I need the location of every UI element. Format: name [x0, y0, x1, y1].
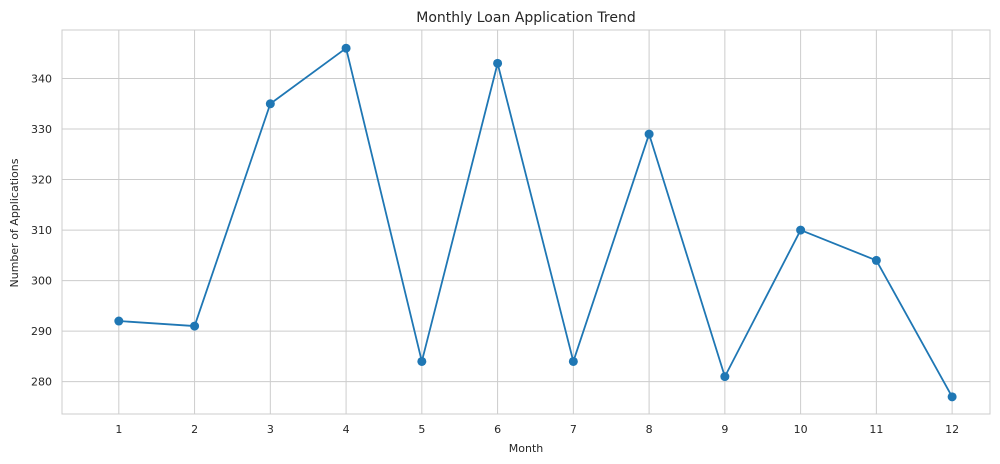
- data-point: [947, 392, 957, 402]
- x-tick-label: 6: [494, 423, 501, 436]
- x-tick-label: 12: [945, 423, 959, 436]
- data-point: [568, 356, 578, 366]
- x-tick-label: 10: [794, 423, 808, 436]
- data-point: [190, 321, 200, 331]
- data-point: [341, 43, 351, 53]
- data-point: [644, 129, 654, 139]
- data-point: [796, 225, 806, 235]
- y-tick-label: 300: [31, 275, 52, 288]
- data-point: [265, 99, 275, 109]
- x-axis-label: Month: [509, 442, 544, 455]
- x-tick-label: 4: [343, 423, 350, 436]
- plot-frame: [61, 29, 991, 415]
- x-tick-label: 9: [721, 423, 728, 436]
- x-tick-label: 11: [869, 423, 883, 436]
- y-axis-label: Number of Applications: [8, 158, 21, 287]
- data-point: [720, 372, 730, 382]
- y-tick-labels: 280 290 300 310 320 330 340: [31, 73, 52, 389]
- y-tick-label: 330: [31, 123, 52, 136]
- chart-title: Monthly Loan Application Trend: [416, 10, 636, 26]
- x-tick-label: 7: [570, 423, 577, 436]
- series-layer: [114, 43, 957, 402]
- data-point: [871, 255, 881, 265]
- y-tick-label: 320: [31, 174, 52, 187]
- y-tick-label: 340: [31, 73, 52, 86]
- x-tick-label: 1: [115, 423, 122, 436]
- data-point: [493, 58, 503, 68]
- x-gridlines: [118, 30, 953, 414]
- y-tick-label: 290: [31, 325, 52, 338]
- data-point: [114, 316, 124, 326]
- x-tick-label: 8: [646, 423, 653, 436]
- y-tick-label: 310: [31, 224, 52, 237]
- x-tick-labels: 1 2 3 4 5 6 7 8 9 10 11 12: [115, 423, 959, 436]
- x-tick-label: 5: [418, 423, 425, 436]
- x-tick-label: 3: [267, 423, 274, 436]
- y-gridlines: [62, 78, 990, 383]
- y-tick-label: 280: [31, 376, 52, 389]
- data-point: [417, 356, 427, 366]
- series-line: [118, 47, 953, 398]
- x-tick-label: 2: [191, 423, 198, 436]
